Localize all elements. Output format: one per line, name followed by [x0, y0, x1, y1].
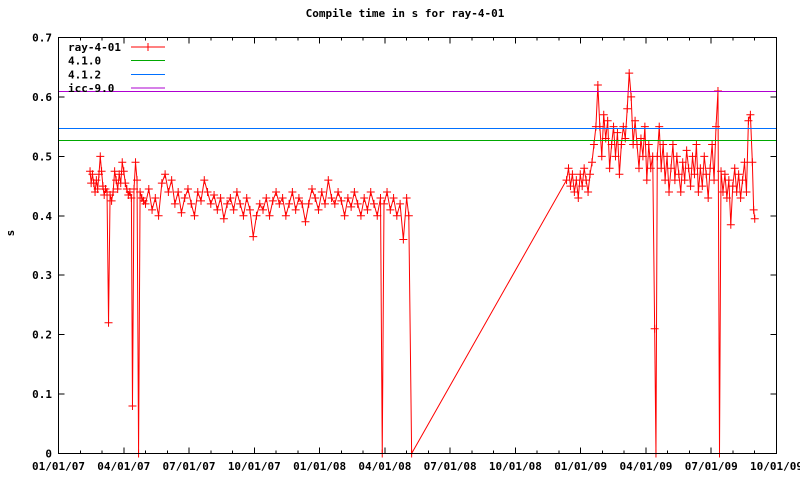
y-tick-label: 0.3: [32, 269, 52, 282]
x-tick-label: 01/01/07: [32, 460, 85, 473]
y-tick-label: 0.7: [32, 32, 52, 45]
series-layer: [58, 69, 777, 458]
y-tick-label: 0.1: [32, 388, 52, 401]
series-markers-ray-4-01: [86, 69, 759, 458]
y-axis-label: s: [4, 230, 17, 237]
series-line-ray-4-01: [89, 73, 756, 456]
y-tick-label: 0: [45, 448, 52, 461]
x-axis-ticks: [58, 37, 777, 454]
x-tick-label: 01/01/08: [293, 460, 346, 473]
y-tick-label: 0.6: [32, 91, 52, 104]
x-tick-label: 07/01/07: [163, 460, 216, 473]
plot-border: [58, 37, 777, 454]
x-tick-label: 10/01/08: [489, 460, 542, 473]
legend-label-4.1.0: 4.1.0: [68, 55, 101, 68]
x-tick-label: 10/01/09: [750, 460, 800, 473]
x-tick-label: 04/01/07: [97, 460, 150, 473]
y-tick-label: 0.5: [32, 150, 52, 163]
y-tick-label: 0.4: [32, 210, 52, 223]
legend-label-ray-4-01: ray-4-01: [68, 41, 121, 54]
y-axis-labels: 0 0.1 0.2 0.3 0.4 0.5 0.6 0.7: [32, 32, 52, 461]
y-tick-label: 0.2: [32, 329, 52, 342]
x-tick-label: 01/01/09: [554, 460, 607, 473]
chart-title: Compile time in s for ray-4-01: [306, 7, 505, 20]
x-tick-label: 07/01/08: [424, 460, 477, 473]
x-tick-label: 04/01/09: [619, 460, 672, 473]
legend-label-4.1.2: 4.1.2: [68, 68, 101, 81]
x-tick-label: 04/01/08: [358, 460, 411, 473]
x-axis-labels: 01/01/07 04/01/07 07/01/07 10/01/07 01/01/08…: [32, 460, 800, 473]
y-axis-ticks: [58, 37, 777, 454]
x-tick-label: 10/01/07: [228, 460, 281, 473]
series-ray-4-01: [86, 69, 759, 458]
legend-label-icc-9.0: icc-9.0: [68, 82, 114, 95]
plot-area: 01/01/07 04/01/07 07/01/07 10/01/07 01/01/08…: [32, 32, 800, 474]
x-tick-label: 07/01/09: [685, 460, 738, 473]
legend-marker-ray-4-01: [144, 43, 152, 51]
